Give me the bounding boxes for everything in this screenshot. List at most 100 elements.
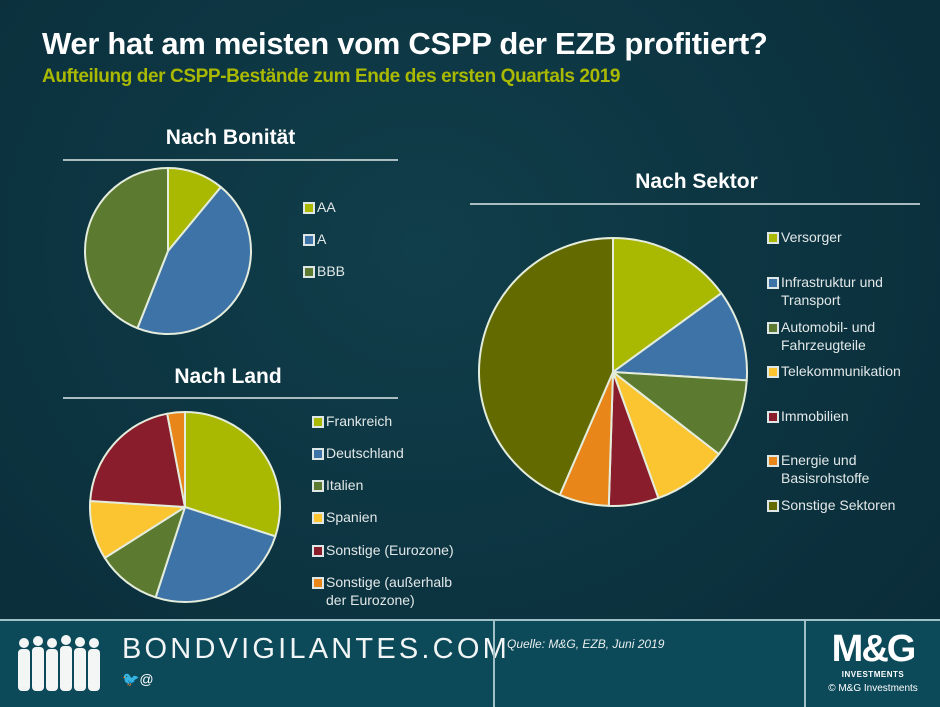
legend-item: Sonstige (außerhalb der Eurozone) xyxy=(312,573,452,609)
legend-label-line: Infrastruktur und xyxy=(781,274,883,290)
legend-item: Energie und Basisrohstoffe xyxy=(767,451,869,487)
legend-label-line: Italien xyxy=(326,477,364,493)
legend-item: Sonstige Sektoren xyxy=(767,496,895,514)
legend-label: Frankreich xyxy=(326,412,392,430)
divider xyxy=(63,397,398,399)
chart-title-land: Nach Land xyxy=(174,365,282,388)
pie-slice-italien xyxy=(103,506,186,599)
legend-swatch xyxy=(303,266,315,278)
divider xyxy=(804,621,806,707)
legend-item: Telekommunikation xyxy=(767,362,901,380)
legend-label-line: A xyxy=(317,231,327,247)
legend-label-line: Basisrohstoffe xyxy=(781,470,870,486)
pie-slice-sonstige-sektoren xyxy=(478,237,614,496)
legend-swatch xyxy=(312,545,324,557)
pie-slice-frankreich xyxy=(184,411,281,538)
legend-item: BBB xyxy=(303,262,345,280)
legend-label: Sonstige Sektoren xyxy=(781,496,895,514)
page-subtitle: Aufteilung der CSPP-Bestände zum Ende de… xyxy=(42,66,621,87)
legend-swatch xyxy=(767,277,779,289)
legend-item: Sonstige (Eurozone) xyxy=(312,541,454,559)
legend-label: Sonstige (Eurozone) xyxy=(326,541,454,559)
legend-label-line: Sonstige (Eurozone) xyxy=(326,542,454,558)
legend-swatch xyxy=(303,234,315,246)
legend-item: Spanien xyxy=(312,508,377,526)
pie-slice-sonstige-eurozone xyxy=(89,412,186,508)
legend-swatch xyxy=(767,455,779,467)
legend-swatch xyxy=(312,577,324,589)
social-icons[interactable]: 🐦@ xyxy=(122,671,154,687)
legend-label: Telekommunikation xyxy=(781,362,901,380)
legend-label-line: Automobil- und xyxy=(781,319,876,335)
legend-swatch xyxy=(767,366,779,378)
legend-label-line: Energie und xyxy=(781,452,857,468)
divider xyxy=(63,159,398,161)
legend-label-line: Spanien xyxy=(326,509,378,525)
legend-swatch xyxy=(767,411,779,423)
legend-label-line: Fahrzeugteile xyxy=(781,337,866,353)
legend-swatch xyxy=(303,202,315,214)
legend-label-line: Transport xyxy=(781,292,841,308)
legend-label: Automobil- und Fahrzeugteile xyxy=(781,318,875,354)
legend-label-line: Sonstige Sektoren xyxy=(781,497,896,513)
divider xyxy=(470,203,920,205)
legend-swatch xyxy=(312,512,324,524)
brand-link[interactable]: BONDVIGILANTES.COM xyxy=(122,633,510,665)
legend-label: Energie und Basisrohstoffe xyxy=(781,451,869,487)
legend-label-line: BBB xyxy=(317,263,346,279)
pie-slice-a xyxy=(136,186,252,335)
legend-label-line: AA xyxy=(317,199,336,215)
pie-slice-automobil-und-fahrzeugteile xyxy=(612,371,748,456)
pie-slice-bbb xyxy=(84,167,169,330)
people-silhouette-icon xyxy=(18,635,100,691)
legend-label-line: Sonstige (außerhalb xyxy=(326,574,453,590)
legend-label: Versorger xyxy=(781,228,842,246)
mg-logo: M&G xyxy=(831,628,917,670)
pie-chart-sektor xyxy=(478,237,748,507)
legend-item: Deutschland xyxy=(312,444,404,462)
legend-item: Automobil- und Fahrzeugteile xyxy=(767,318,875,354)
legend-item: Italien xyxy=(312,476,363,494)
pie-slice-versorger xyxy=(612,237,723,373)
divider xyxy=(493,621,495,707)
legend-item: AA xyxy=(303,198,336,216)
legend-swatch xyxy=(767,322,779,334)
legend-label-line: Versorger xyxy=(781,229,842,245)
legend-item: Immobilien xyxy=(767,407,849,425)
legend-label: Italien xyxy=(326,476,363,494)
legend-item: A xyxy=(303,230,326,248)
pie-chart-land xyxy=(89,411,281,603)
legend-label: AA xyxy=(317,198,336,216)
legend-label-line: Immobilien xyxy=(781,408,849,424)
legend-label-line: Deutschland xyxy=(326,445,404,461)
copyright: © M&G Investments xyxy=(828,683,918,694)
pie-chart-bonitaet xyxy=(84,167,252,335)
legend-label-line: Frankreich xyxy=(326,413,393,429)
legend-label-line: der Eurozone) xyxy=(326,592,415,608)
legend-label: Infrastruktur und Transport xyxy=(781,273,883,309)
legend-swatch xyxy=(312,416,324,428)
pie-slice-sonstige-außerhalb-der-eurozone xyxy=(166,411,186,508)
legend-swatch xyxy=(312,448,324,460)
page-title: Wer hat am meisten vom CSPP der EZB prof… xyxy=(42,26,768,61)
mg-logo-subtext: INVESTMENTS xyxy=(841,670,905,679)
legend-item: Versorger xyxy=(767,228,842,246)
legend-label: BBB xyxy=(317,262,345,280)
legend-label: Spanien xyxy=(326,508,377,526)
footer: BONDVIGILANTES.COM 🐦@ Quelle: M&G, EZB, … xyxy=(0,619,940,707)
legend-item: Infrastruktur und Transport xyxy=(767,273,883,309)
legend-label: A xyxy=(317,230,326,248)
legend-label: Immobilien xyxy=(781,407,849,425)
pie-slice-infrastruktur-und-transport xyxy=(612,292,748,382)
pie-slice-deutschland xyxy=(154,506,277,603)
legend-swatch xyxy=(767,500,779,512)
legend-label-line: Telekommunikation xyxy=(781,363,901,379)
legend-item: Frankreich xyxy=(312,412,392,430)
legend-swatch xyxy=(767,232,779,244)
chart-title-sektor: Nach Sektor xyxy=(635,170,758,193)
chart-title-bonitaet: Nach Bonität xyxy=(165,126,296,149)
legend-label: Deutschland xyxy=(326,444,404,462)
legend-label: Sonstige (außerhalb der Eurozone) xyxy=(326,573,452,609)
source-note: Quelle: M&G, EZB, Juni 2019 xyxy=(507,637,665,651)
legend-swatch xyxy=(312,480,324,492)
